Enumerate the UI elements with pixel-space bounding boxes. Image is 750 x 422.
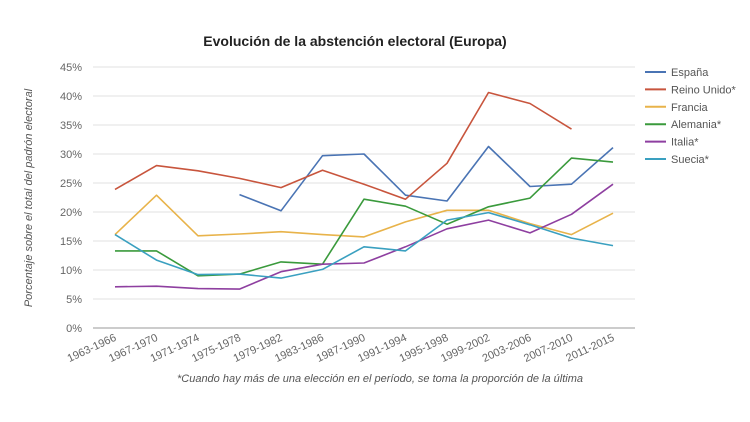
y-axis-ticks: 0% 5% 10% 15% 20% 25% 30% 35% 40% 45% [60, 62, 82, 335]
legend-item: Reino Unido* [645, 84, 737, 96]
y-axis-label: Porcentaje sobre el total del padrón ele… [23, 88, 35, 307]
y-tick-label: 35% [60, 120, 82, 132]
legend-label: Francia [671, 102, 709, 114]
y-tick-label: 5% [66, 294, 82, 306]
legend-label: Reino Unido* [671, 84, 737, 96]
y-tick-label: 20% [60, 207, 82, 219]
y-tick-label: 10% [60, 265, 82, 277]
series-line-3 [115, 157, 614, 277]
series-line-1 [114, 91, 572, 200]
x-tick-label: 2011-2015 [564, 332, 616, 365]
y-tick-label: 0% [66, 323, 82, 335]
series-lines [114, 91, 614, 290]
x-axis-ticks: 1963-19661967-19701971-19741975-19781979… [66, 332, 617, 365]
legend: España Reino Unido* Francia Alemania* Italia… [645, 67, 737, 166]
y-tick-label: 40% [60, 91, 82, 103]
legend-item: Alemania* [645, 119, 722, 131]
series-line-0 [239, 145, 614, 212]
legend-item: Francia [645, 102, 709, 114]
legend-label: España [671, 67, 709, 79]
legend-item: España [645, 67, 709, 79]
y-tick-label: 25% [60, 178, 82, 190]
y-tick-label: 45% [60, 62, 82, 74]
legend-label: Italia* [671, 137, 699, 149]
footnote: *Cuando hay más de una elección en el pe… [177, 373, 583, 385]
legend-item: Suecia* [645, 154, 710, 166]
legend-label: Suecia* [671, 154, 710, 166]
y-tick-label: 30% [60, 149, 82, 161]
gridlines [93, 66, 635, 300]
legend-item: Italia* [645, 137, 699, 149]
series-line-5 [114, 211, 614, 279]
legend-label: Alemania* [671, 119, 722, 131]
y-tick-label: 15% [60, 236, 82, 248]
chart-title: Evolución de la abstención electoral (Eu… [203, 33, 506, 49]
series-line-2 [114, 194, 614, 238]
